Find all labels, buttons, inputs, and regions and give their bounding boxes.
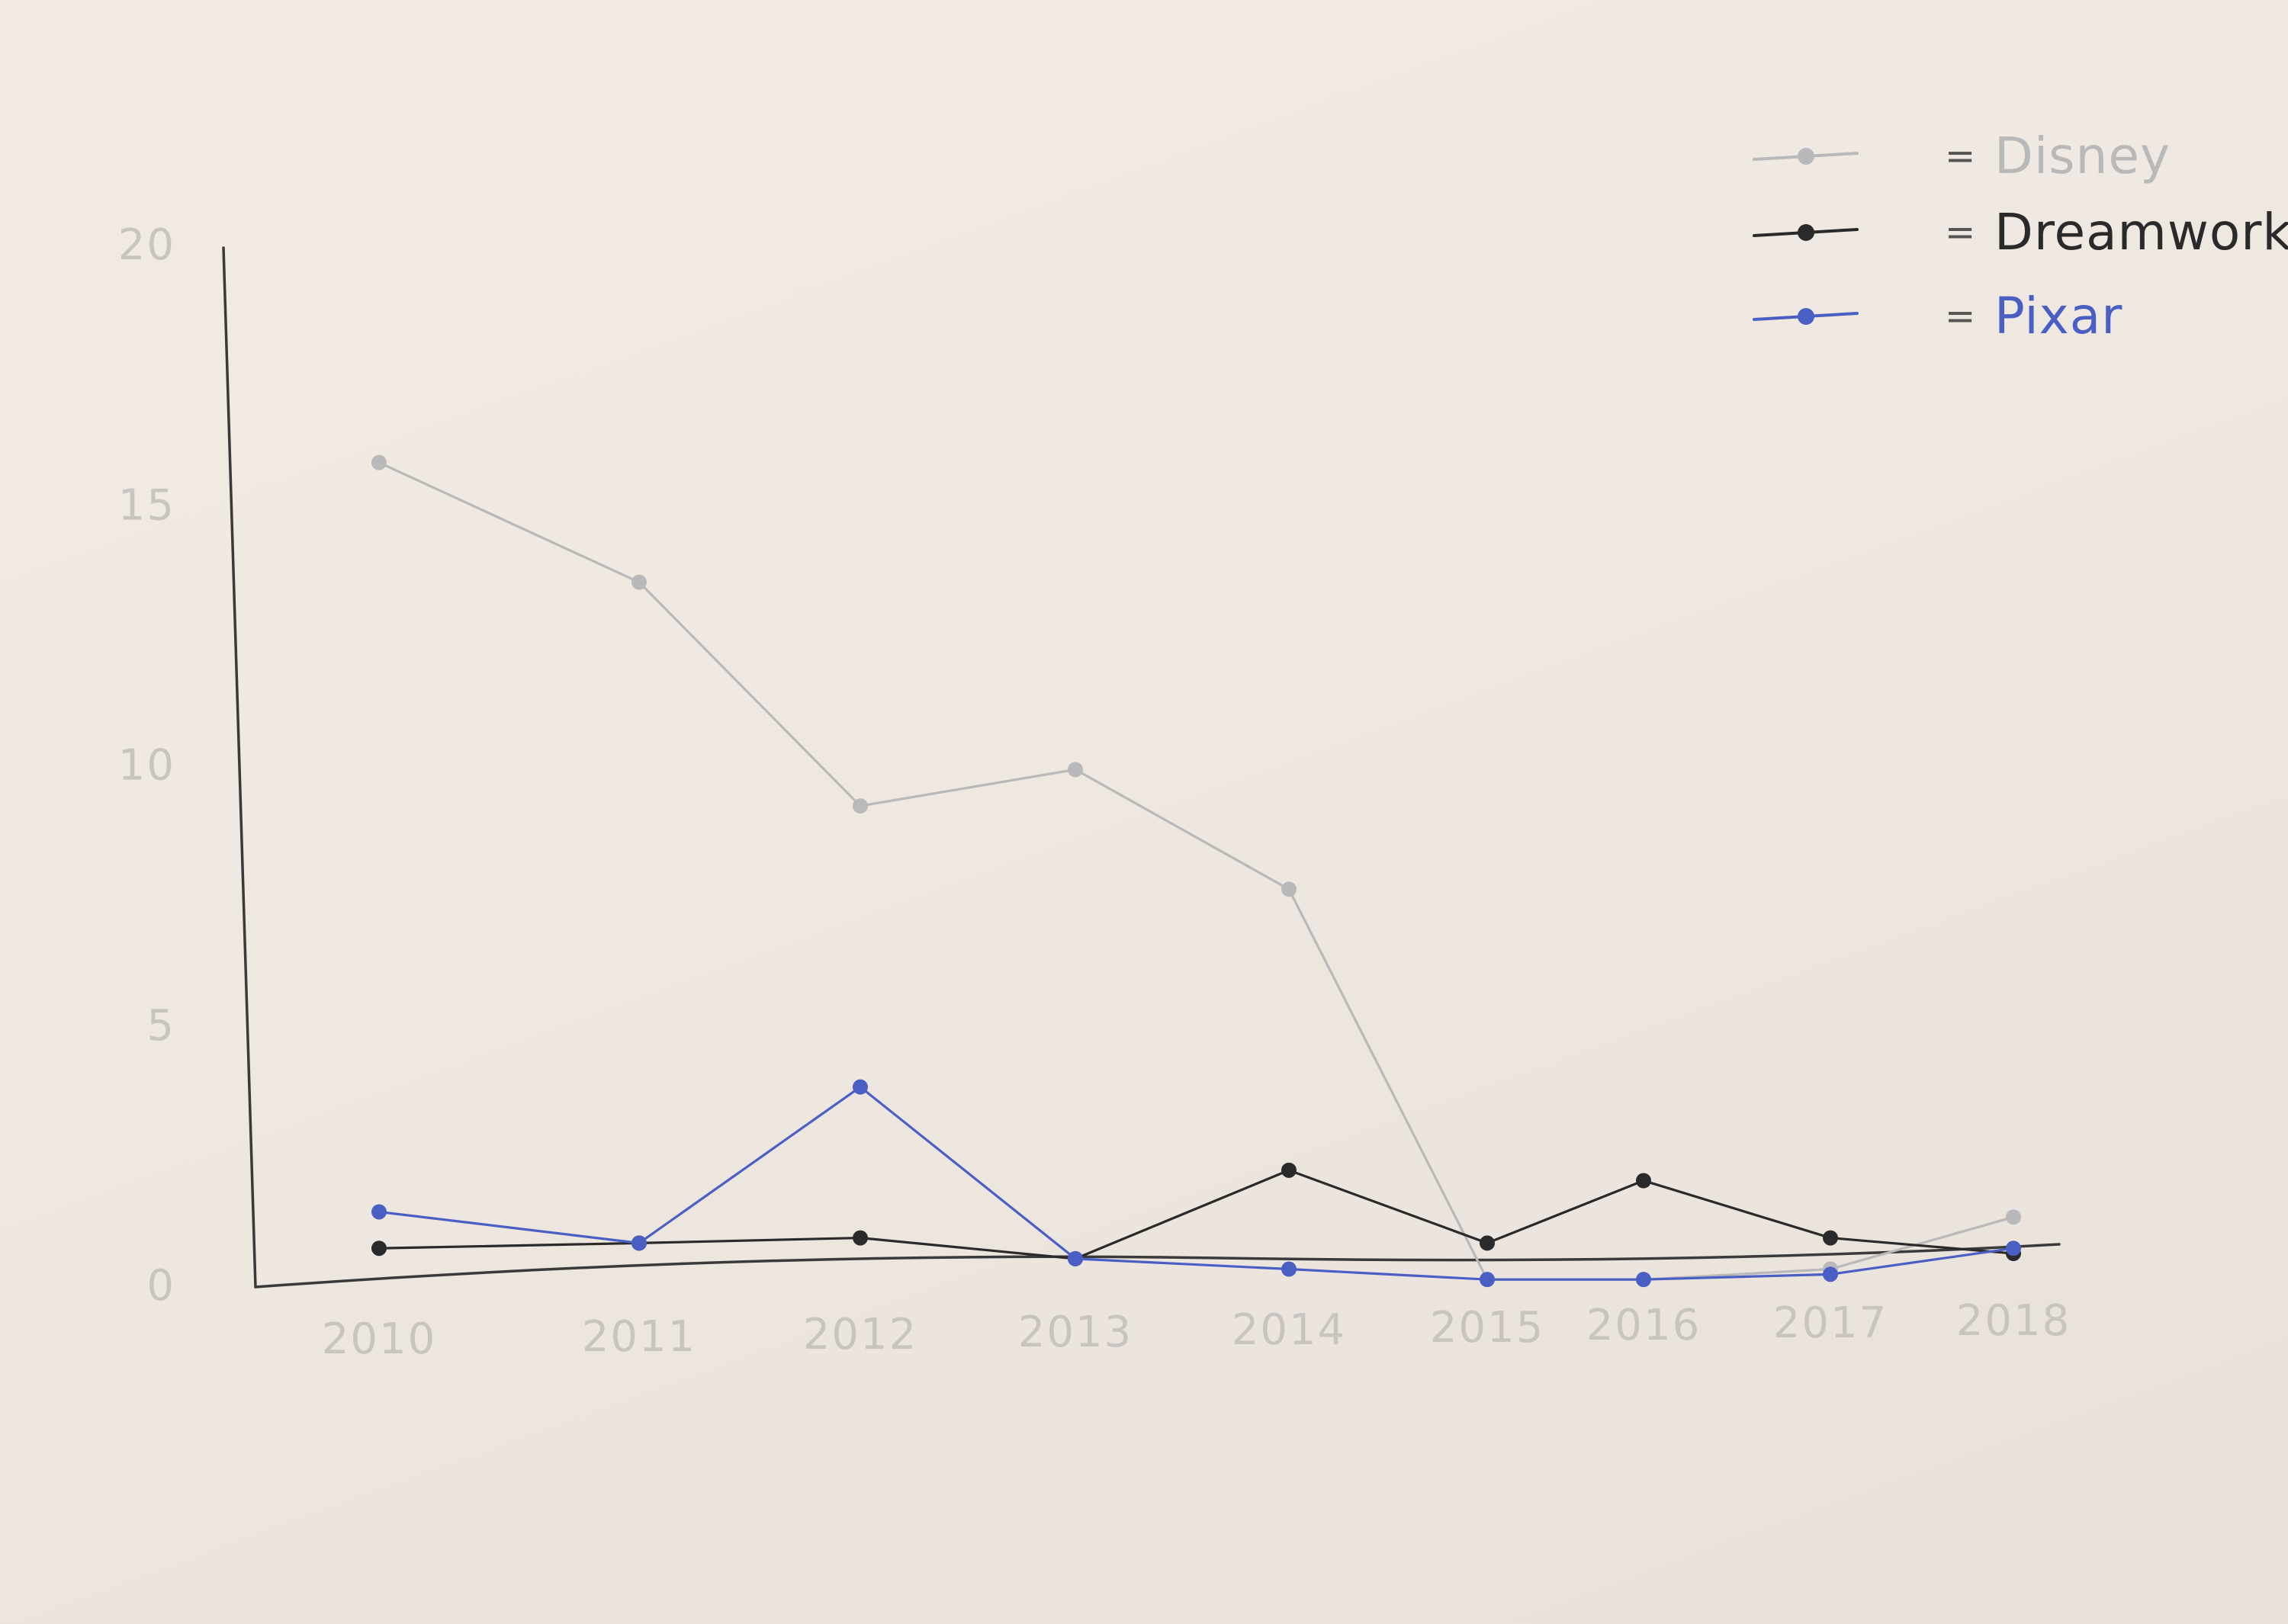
- data-point-pixar: [1636, 1272, 1651, 1288]
- data-point-dreamworks: [1480, 1235, 1495, 1251]
- data-point-disney: [631, 574, 647, 590]
- x-tick-label: 2018: [1956, 1296, 2071, 1346]
- legend-label-dreamworks: Dreamworks: [1994, 203, 2288, 262]
- data-point-pixar: [2006, 1240, 2021, 1257]
- legend-marker-dreamworks: [1798, 224, 1814, 241]
- axes: [222, 246, 2061, 1289]
- data-point-disney: [853, 798, 868, 814]
- x-tick-label: 2015: [1430, 1303, 1545, 1353]
- y-tick-label: 10: [118, 741, 175, 791]
- legend-separator: =: [1945, 295, 1975, 338]
- series-line-disney: [378, 461, 2015, 1281]
- data-point-pixar: [1480, 1272, 1495, 1288]
- data-point-dreamworks: [371, 1240, 387, 1257]
- x-tick-label: 2010: [322, 1314, 437, 1364]
- data-point-dreamworks: [853, 1230, 868, 1246]
- data-point-dreamworks: [1823, 1230, 1838, 1246]
- legend: = Disney = Dreamworks = Pixar: [1753, 127, 2288, 345]
- legend-separator: =: [1945, 135, 1975, 178]
- data-point-pixar: [1281, 1261, 1297, 1277]
- x-tick-label: 2016: [1586, 1301, 1702, 1350]
- x-tick-label: 2012: [803, 1310, 918, 1359]
- y-tick-label: 20: [118, 220, 175, 270]
- y-axis-line: [222, 246, 257, 1289]
- y-tick-label: 15: [118, 480, 175, 530]
- x-tick-label: 2017: [1773, 1298, 1888, 1348]
- data-point-dreamworks: [1636, 1173, 1651, 1189]
- data-point-disney: [2006, 1209, 2021, 1225]
- data-point-disney: [1068, 762, 1083, 778]
- x-tick-label: 2013: [1018, 1308, 1133, 1357]
- x-axis-ticks: 2010 2011 2012 2013 2014 2015 2016 2017 2018: [322, 1296, 2071, 1364]
- x-axis-line: [254, 1243, 2061, 1289]
- data-point-disney: [1281, 881, 1297, 897]
- legend-separator: =: [1945, 211, 1975, 254]
- data-point-pixar: [1823, 1266, 1838, 1282]
- legend-marker-pixar: [1798, 308, 1814, 325]
- data-point-dreamworks: [1281, 1162, 1297, 1178]
- y-axis-ticks: 0 5 10 15 20: [118, 220, 175, 1311]
- legend-label-disney: Disney: [1994, 127, 2171, 185]
- y-tick-label: 5: [146, 1001, 175, 1051]
- y-tick-label: 0: [146, 1261, 175, 1311]
- data-point-pixar: [631, 1235, 647, 1251]
- series-layer: [371, 454, 2021, 1288]
- series-line-dreamworks: [378, 1169, 2015, 1260]
- series-line-pixar: [378, 1086, 2015, 1281]
- legend-marker-disney: [1798, 148, 1814, 165]
- data-point-pixar: [371, 1204, 387, 1220]
- data-point-disney: [371, 454, 387, 470]
- data-point-pixar: [1068, 1250, 1083, 1266]
- data-point-pixar: [853, 1079, 868, 1095]
- x-tick-label: 2011: [582, 1312, 697, 1362]
- x-tick-label: 2014: [1232, 1305, 1347, 1355]
- legend-label-pixar: Pixar: [1994, 287, 2123, 345]
